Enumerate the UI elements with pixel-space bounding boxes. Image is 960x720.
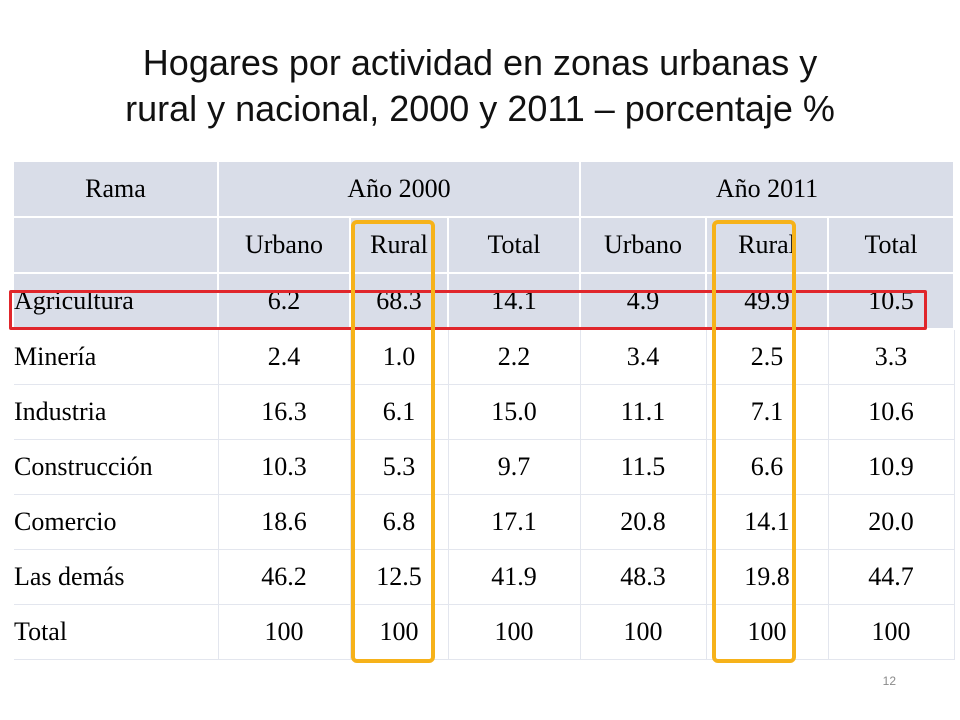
header-year-2000: Año 2000 <box>218 162 581 218</box>
header-total-2011: Total <box>828 217 955 274</box>
header-rural-2011: Rural <box>706 217 829 274</box>
slide-title-line-1: Hogares por actividad en zonas urbanas y <box>142 42 818 83</box>
header-zone-blank <box>14 217 219 274</box>
table-cell: 10.9 <box>828 439 955 495</box>
table-cell: 44.7 <box>828 549 955 605</box>
slide-title: Hogares por actividad en zonas urbanas y… <box>0 40 960 132</box>
households-activity-table: Rama Año 2000 Año 2011 Urbano Rural Tota… <box>14 162 955 660</box>
table-cell: 100 <box>218 604 351 660</box>
table-cell: 41.9 <box>448 549 581 605</box>
table-cell: 100 <box>706 604 829 660</box>
table-cell: 2.2 <box>448 329 581 385</box>
row-label: Las demás <box>14 549 219 605</box>
table-cell: 11.5 <box>580 439 707 495</box>
table-cell: 3.4 <box>580 329 707 385</box>
table-cell: 100 <box>580 604 707 660</box>
table-cell: 14.1 <box>706 494 829 550</box>
rural-2011-column-highlight <box>712 220 796 663</box>
table-row: Industria 16.3 6.1 15.0 11.1 7.1 10.6 <box>14 384 955 440</box>
header-urbano-2000: Urbano <box>218 217 351 274</box>
table-row: Las demás 46.2 12.5 41.9 48.3 19.8 44.7 <box>14 549 955 605</box>
table-cell: 46.2 <box>218 549 351 605</box>
header-year-2011: Año 2011 <box>580 162 955 218</box>
table-cell: 9.7 <box>448 439 581 495</box>
table-header-row-years: Rama Año 2000 Año 2011 <box>14 162 955 218</box>
table-header-row-zones: Urbano Rural Total Urbano Rural Total <box>14 217 955 274</box>
table-cell: 20.8 <box>580 494 707 550</box>
table-row: Comercio 18.6 6.8 17.1 20.8 14.1 20.0 <box>14 494 955 550</box>
row-label: Minería <box>14 329 219 385</box>
header-urbano-2011: Urbano <box>580 217 707 274</box>
table-cell: 100 <box>448 604 581 660</box>
table-cell: 18.6 <box>218 494 351 550</box>
row-label: Construcción <box>14 439 219 495</box>
table-row: Minería 2.4 1.0 2.2 3.4 2.5 3.3 <box>14 329 955 385</box>
table-cell: 10.6 <box>828 384 955 440</box>
row-label: Industria <box>14 384 219 440</box>
table-row-total: Total 100 100 100 100 100 100 <box>14 604 955 660</box>
row-label: Total <box>14 604 219 660</box>
table-cell: 20.0 <box>828 494 955 550</box>
table-cell: 100 <box>828 604 955 660</box>
agricultura-row-highlight <box>9 290 927 330</box>
table-cell: 19.8 <box>706 549 829 605</box>
rural-2000-column-highlight <box>351 220 435 663</box>
header-total-2000: Total <box>448 217 581 274</box>
table-cell: 2.5 <box>706 329 829 385</box>
table-cell: 2.4 <box>218 329 351 385</box>
table-cell: 10.3 <box>218 439 351 495</box>
header-rama: Rama <box>14 162 219 218</box>
table-cell: 3.3 <box>828 329 955 385</box>
table-cell: 16.3 <box>218 384 351 440</box>
page-number: 12 <box>882 674 896 688</box>
row-label: Comercio <box>14 494 219 550</box>
table-cell: 11.1 <box>580 384 707 440</box>
table-cell: 6.6 <box>706 439 829 495</box>
table-cell: 4.9 <box>580 273 707 330</box>
table-cell: 17.1 <box>448 494 581 550</box>
slide-title-line-2: rural y nacional, 2000 y 2011 – porcenta… <box>125 88 835 129</box>
table-cell: 48.3 <box>580 549 707 605</box>
table-cell: 15.0 <box>448 384 581 440</box>
table-cell: 7.1 <box>706 384 829 440</box>
table-row: Construcción 10.3 5.3 9.7 11.5 6.6 10.9 <box>14 439 955 495</box>
